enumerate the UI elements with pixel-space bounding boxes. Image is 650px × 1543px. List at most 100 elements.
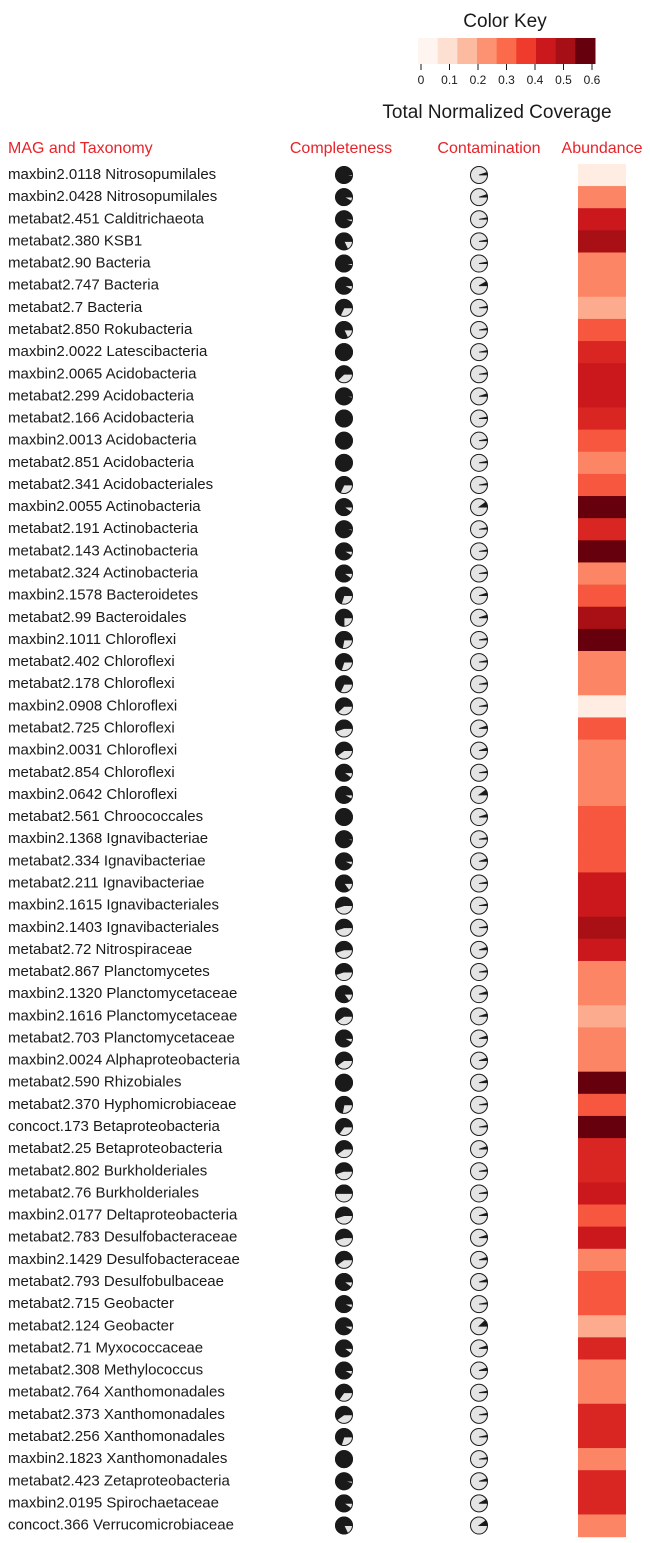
table-row: metabat2.90 Bacteria — [8, 252, 626, 276]
table-row: metabat2.715 Geobacter — [8, 1293, 626, 1316]
completeness-pie — [335, 1361, 353, 1380]
color-key-tick-label: 0.2 — [470, 73, 487, 87]
mag-label: maxbin2.1368 Ignavibacteriae — [8, 830, 208, 847]
mag-label: metabat2.334 Ignavibacteriae — [8, 852, 206, 869]
contamination-pie — [470, 1206, 488, 1225]
mag-label: concoct.173 Betaproteobacteria — [8, 1118, 220, 1135]
contamination-pie — [470, 453, 488, 472]
abundance-cell — [578, 1027, 626, 1051]
mag-label: maxbin2.0055 Actinobacteria — [8, 498, 201, 515]
mag-label: metabat2.211 Ignavibacteriae — [8, 874, 205, 891]
contamination-pie — [470, 1095, 488, 1114]
color-key-title: Color Key — [463, 11, 547, 32]
completeness-pie — [335, 276, 353, 295]
contamination-pie — [470, 608, 488, 627]
abundance-cell — [578, 1005, 626, 1028]
completeness-pie — [335, 542, 353, 561]
contamination-pie — [470, 630, 488, 649]
abundance-cell — [578, 739, 626, 763]
completeness-pie — [335, 608, 353, 627]
header-completeness: Completeness — [290, 140, 392, 157]
mag-label: metabat2.299 Acidobacteria — [8, 387, 195, 404]
abundance-cell — [578, 451, 626, 475]
contamination-pie — [470, 852, 488, 871]
contamination-pie — [470, 830, 488, 849]
table-row: maxbin2.1403 Ignavibacteriales — [8, 916, 626, 940]
completeness-pie — [335, 1317, 353, 1336]
table-row: metabat2.725 Chloroflexi — [8, 717, 626, 741]
contamination-pie — [470, 1118, 488, 1137]
color-key-cell — [516, 38, 537, 64]
contamination-pie — [470, 586, 488, 605]
contamination-pie — [470, 188, 488, 207]
abundance-cell — [578, 252, 626, 276]
contamination-pie — [470, 985, 488, 1004]
table-row: metabat2.783 Desulfobacteraceae — [8, 1226, 626, 1250]
table-row: maxbin2.1578 Bacteroidetes — [8, 584, 626, 608]
contamination-pie — [470, 1140, 488, 1159]
completeness-pie — [335, 785, 353, 804]
completeness-pie — [335, 188, 353, 207]
mag-label: maxbin2.0024 Alphaproteobacteria — [8, 1052, 240, 1069]
completeness-pie — [335, 1295, 353, 1314]
contamination-pie — [470, 166, 488, 184]
color-key-cell — [437, 38, 458, 64]
contamination-pie — [470, 940, 488, 959]
mag-label: metabat2.308 Methylococcus — [8, 1362, 203, 1379]
abundance-cell — [578, 208, 626, 231]
table-row: metabat2.380 KSB1 — [8, 230, 626, 254]
table-row: concoct.366 Verrucomicrobiaceae — [8, 1514, 626, 1538]
table-row: maxbin2.0055 Actinobacteria — [8, 496, 626, 519]
header-contamination: Contamination — [437, 140, 540, 157]
completeness-pie — [335, 1206, 353, 1225]
contamination-pie — [470, 365, 488, 384]
table-row: maxbin2.0013 Acidobacteria — [8, 429, 626, 453]
header-taxonomy: MAG and Taxonomy — [8, 140, 153, 157]
abundance-cell — [578, 983, 626, 1006]
mag-label: metabat2.370 Hyphomicrobiaceae — [8, 1096, 236, 1113]
contamination-pie — [470, 1317, 488, 1336]
color-key-label: Total Normalized Coverage — [382, 102, 611, 123]
table-row: maxbin2.1320 Planctomycetaceae — [8, 983, 626, 1006]
abundance-cell — [578, 938, 626, 962]
contamination-pie — [470, 542, 488, 561]
table-row: metabat2.341 Acidobacteriales — [8, 473, 626, 497]
table-row: metabat2.451 Calditrichaeota — [8, 208, 626, 231]
table-row: metabat2.324 Actinobacteria — [8, 562, 626, 586]
header-abundance: Abundance — [562, 140, 643, 157]
abundance-cell — [578, 1138, 626, 1161]
table-row: metabat2.854 Chloroflexi — [8, 761, 626, 785]
completeness-pie — [335, 431, 353, 450]
abundance-cell — [578, 429, 626, 453]
mag-label: maxbin2.0195 Spirochaetaceae — [8, 1494, 219, 1511]
mag-label: maxbin2.1320 Planctomycetaceae — [8, 985, 237, 1002]
completeness-pie — [335, 498, 353, 517]
contamination-pie — [470, 874, 488, 893]
contamination-pie — [470, 276, 488, 295]
completeness-pie — [335, 1095, 353, 1114]
mag-label: metabat2.7 Bacteria — [8, 299, 143, 316]
completeness-pie — [335, 1140, 353, 1159]
contamination-pie — [470, 1450, 488, 1469]
contamination-pie — [470, 1361, 488, 1380]
column-headers: MAG and Taxonomy Completeness Contaminat… — [8, 140, 643, 157]
completeness-pie — [335, 940, 353, 959]
completeness-pie — [335, 1228, 353, 1247]
mag-label: metabat2.191 Actinobacteria — [8, 520, 199, 537]
contamination-pie — [470, 1073, 488, 1092]
contamination-pie — [470, 254, 488, 273]
completeness-pie — [335, 1494, 353, 1513]
abundance-cell — [578, 916, 626, 940]
completeness-pie — [335, 719, 353, 738]
table-row: maxbin2.0118 Nitrosopumilales — [8, 163, 626, 187]
mag-label: maxbin2.1615 Ignavibacteriales — [8, 897, 219, 914]
abundance-cell — [578, 518, 626, 541]
completeness-pie — [335, 741, 353, 760]
abundance-cell — [578, 1071, 626, 1095]
table-row: metabat2.256 Xanthomonadales — [8, 1425, 626, 1449]
completeness-pie — [335, 232, 353, 251]
completeness-pie — [335, 475, 353, 494]
abundance-cell — [578, 1182, 626, 1206]
abundance-cell — [578, 1359, 626, 1383]
table-row: maxbin2.1011 Chloroflexi — [8, 628, 626, 652]
